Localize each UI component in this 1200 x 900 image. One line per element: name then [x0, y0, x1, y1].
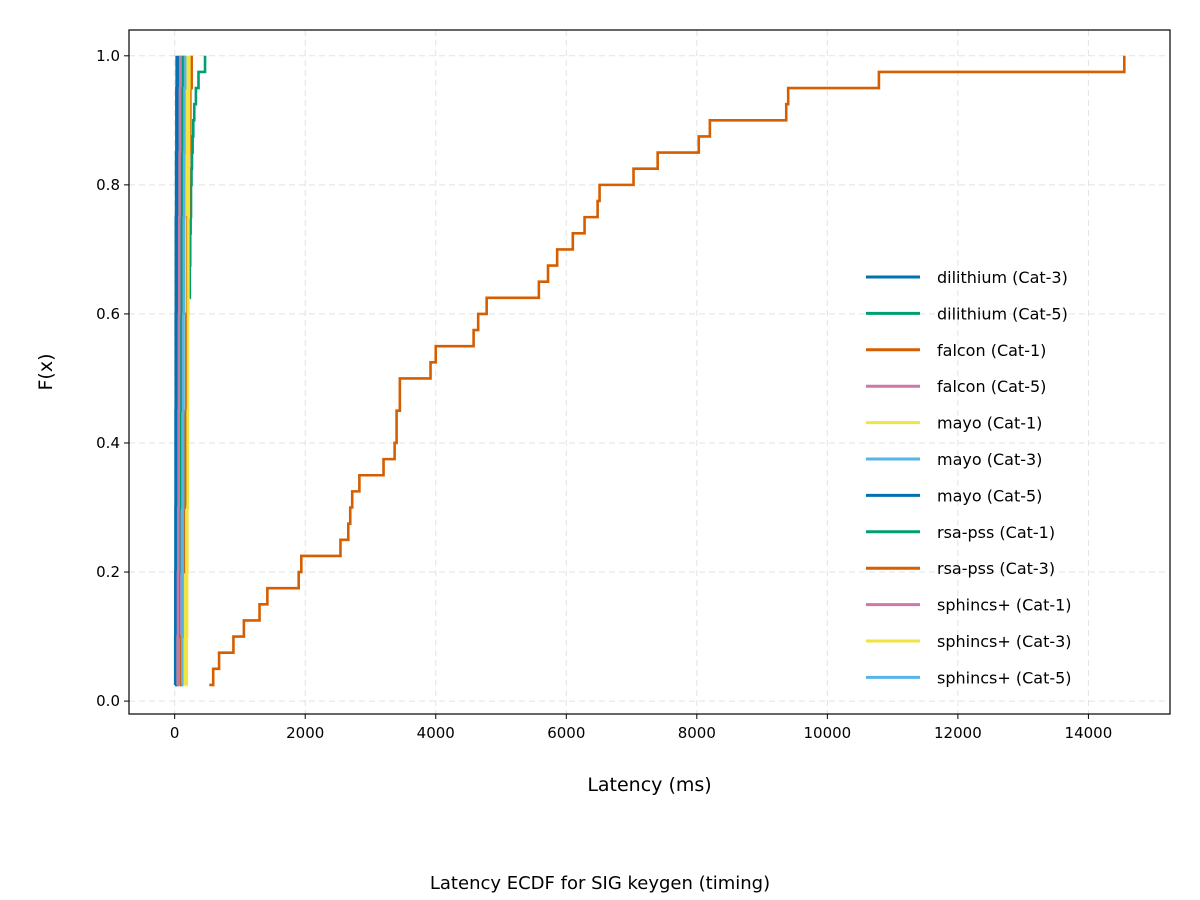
- x-tick-label: 6000: [547, 724, 585, 742]
- legend-label: dilithium (Cat-3): [937, 268, 1068, 287]
- legend-label: falcon (Cat-5): [937, 377, 1046, 396]
- series-line-falcon-cat-1: [209, 55, 1126, 687]
- legend-label: sphincs+ (Cat-1): [937, 596, 1072, 615]
- series-line-sphincs-cat-5: [180, 55, 187, 687]
- x-tick-label: 12000: [934, 724, 982, 742]
- legend-item: mayo (Cat-3): [866, 450, 1042, 469]
- y-tick-label: 0.4: [96, 434, 120, 452]
- x-tick-label: 10000: [803, 724, 851, 742]
- legend-label: falcon (Cat-1): [937, 341, 1046, 360]
- legend-item: mayo (Cat-1): [866, 414, 1042, 433]
- legend-label: mayo (Cat-5): [937, 486, 1042, 505]
- legend-item: sphincs+ (Cat-1): [866, 596, 1072, 615]
- legend-item: falcon (Cat-5): [866, 377, 1046, 396]
- x-tick-label: 2000: [286, 724, 324, 742]
- legend-item: mayo (Cat-5): [866, 486, 1042, 505]
- series-line-sphincs-cat-1: [176, 55, 182, 687]
- legend-label: rsa-pss (Cat-3): [937, 559, 1055, 578]
- series-line-dilithium-cat-5: [188, 55, 207, 300]
- legend-item: rsa-pss (Cat-1): [866, 523, 1055, 542]
- legend-item: rsa-pss (Cat-3): [866, 559, 1055, 578]
- x-tick-label: 8000: [678, 724, 716, 742]
- legend-item: dilithium (Cat-3): [866, 268, 1068, 287]
- tick-layer: 0 2000 4000 6000 8000 10000 12000 14000 0.0 0.2 0.…: [96, 47, 1112, 742]
- legend-label: mayo (Cat-1): [937, 414, 1042, 433]
- x-tick-label: 0: [170, 724, 180, 742]
- series-layer: [173, 55, 1126, 687]
- legend-label: mayo (Cat-3): [937, 450, 1042, 469]
- legend-label: rsa-pss (Cat-1): [937, 523, 1055, 542]
- x-axis-label: Latency (ms): [587, 774, 711, 796]
- y-tick-label: 0.2: [96, 563, 120, 581]
- plot-frame: [128, 29, 1171, 715]
- legend-label: sphincs+ (Cat-5): [937, 668, 1072, 687]
- legend: dilithium (Cat-3) dilithium (Cat-5) falcon…: [866, 268, 1072, 687]
- series-line-sphincs-cat-3: [185, 55, 191, 687]
- chart-caption: Latency ECDF for SIG keygen (timing): [430, 873, 770, 894]
- y-axis-label: F(x): [35, 354, 57, 391]
- legend-label: dilithium (Cat-5): [937, 304, 1068, 323]
- y-tick-label: 1.0: [96, 47, 120, 65]
- y-tick-label: 0.0: [96, 692, 120, 710]
- y-tick-label: 0.6: [96, 305, 120, 323]
- legend-label: sphincs+ (Cat-3): [937, 632, 1072, 651]
- legend-item: sphincs+ (Cat-5): [866, 668, 1072, 687]
- x-tick-label: 4000: [417, 724, 455, 742]
- x-tick-label: 14000: [1065, 724, 1113, 742]
- legend-item: falcon (Cat-1): [866, 341, 1046, 360]
- legend-item: sphincs+ (Cat-3): [866, 632, 1072, 651]
- y-tick-label: 0.8: [96, 176, 120, 194]
- legend-item: dilithium (Cat-5): [866, 304, 1068, 323]
